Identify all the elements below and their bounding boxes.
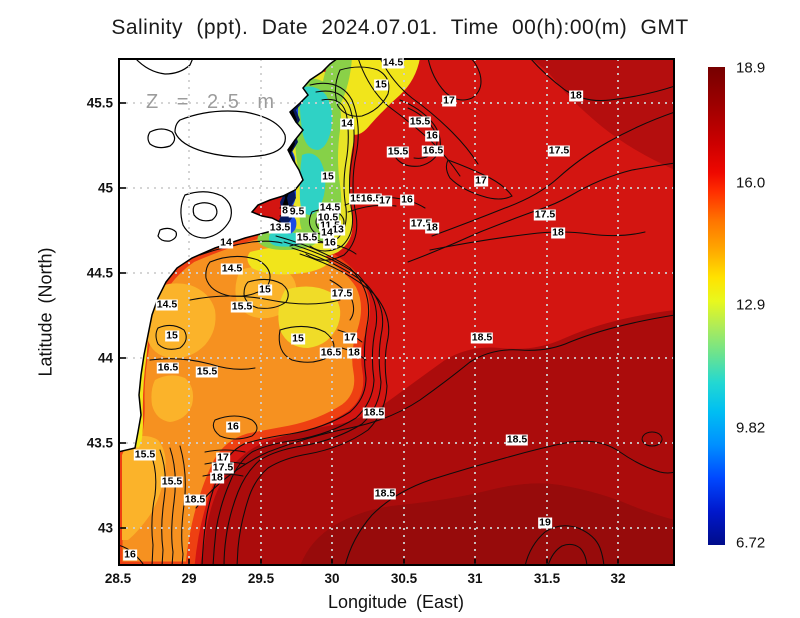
- contour-label: 14: [320, 226, 334, 239]
- land: [118, 58, 340, 453]
- contour-label: 18.5: [183, 493, 207, 506]
- contour-label: 11.5: [319, 219, 341, 232]
- contour-label: 18: [551, 226, 565, 239]
- colorbar: [708, 67, 725, 545]
- contour-label: 14.5: [318, 201, 342, 214]
- contour-label: 13: [331, 223, 345, 236]
- contour-label: 17.5: [211, 461, 235, 474]
- contour-label: 15.5: [295, 231, 319, 244]
- cyan-plume: [299, 153, 326, 215]
- colorbar-tick-label: 18.9: [736, 59, 766, 77]
- y-tick-label: 43.5: [86, 435, 113, 451]
- contour-label: 17.5: [547, 144, 571, 157]
- cyan-plume: [299, 86, 333, 150]
- x-tick-label: 28.5: [104, 571, 132, 586]
- contour-label: 18: [425, 221, 439, 234]
- contour-label: 19: [538, 516, 552, 529]
- contour-label: 15: [291, 332, 305, 345]
- contour-label: 14.5: [155, 298, 179, 311]
- contour-label: 17.5: [533, 208, 557, 221]
- contour-label: 17: [474, 174, 488, 187]
- contour-label: 18.5: [362, 406, 386, 419]
- contour-label: 15: [258, 283, 272, 296]
- contour-label: 16.5: [421, 144, 445, 157]
- contour-label: 16: [425, 129, 439, 142]
- contour-label: 16: [323, 236, 337, 249]
- y-tick-label: 44: [97, 350, 113, 366]
- colorbar-tick-label: 6.72: [736, 534, 766, 552]
- contour-lines: [118, 58, 675, 566]
- salinity-map: [118, 58, 675, 566]
- x-tick-label: 31: [467, 571, 483, 586]
- y-tick-label: 45.5: [86, 95, 113, 111]
- contour-label: 14.5: [381, 56, 405, 69]
- x-tick-label: 30: [324, 571, 340, 586]
- contour-label: 18: [210, 471, 224, 484]
- contour-label: 15.5: [408, 115, 432, 128]
- contour-label: 17: [343, 331, 357, 344]
- contour-label: 16: [123, 548, 137, 561]
- gridlines: [119, 59, 674, 565]
- contour-label: 18.5: [505, 433, 529, 446]
- depth-annotation: Z = 2.5 m: [146, 91, 277, 113]
- contour-label: 16: [400, 193, 414, 206]
- y-tick-label: 45: [97, 180, 113, 196]
- contour-label: 16.5: [156, 361, 180, 374]
- contour-label: 14: [219, 236, 233, 249]
- contour-label: 18: [569, 89, 583, 102]
- contour-label: 16.5: [359, 192, 383, 205]
- contour-label: 17.5: [409, 217, 433, 230]
- amber-patch: [122, 436, 166, 540]
- contour-label: 17: [378, 194, 392, 207]
- lagoon-outlines: [134, 58, 286, 242]
- contour-label: 15.5: [195, 365, 219, 378]
- contour-label: 16.5: [319, 346, 343, 359]
- contour-label: 16: [226, 420, 240, 433]
- contour-label: 18: [347, 346, 361, 359]
- contour-label: 15.5: [133, 448, 157, 461]
- contour-label: 15.5: [230, 300, 254, 313]
- contour-label: 15: [321, 170, 335, 183]
- contour-label: 15: [349, 192, 363, 205]
- contour-label: 18.5: [470, 331, 494, 344]
- colorbar-tick-label: 12.9: [736, 296, 766, 314]
- x-tick-label: 30.5: [390, 571, 418, 586]
- y-tick-label: 44.5: [86, 265, 113, 281]
- sea-dark-topright: [530, 58, 675, 170]
- contour-label: 9.5: [288, 205, 306, 218]
- contour-label: 15.5: [386, 145, 410, 158]
- x-axis-title: Longitude (East): [327, 592, 465, 612]
- contour-label: 15: [165, 329, 179, 342]
- x-tick-label: 29: [181, 571, 197, 586]
- contour-label: 10.5: [316, 211, 340, 224]
- contour-label: 17.5: [330, 287, 354, 300]
- colorbar-tick-label: 16.0: [736, 174, 766, 192]
- x-tick-label: 31.5: [533, 571, 561, 586]
- colorbar-tick-label: 9.82: [736, 419, 766, 437]
- y-axis-title: Latitude (North): [35, 247, 56, 377]
- sea-darkest-bottom: [300, 483, 675, 566]
- contour-label: 15.5: [160, 475, 184, 488]
- contour-label: 8: [281, 204, 289, 217]
- x-tick-label: 29.5: [247, 571, 275, 586]
- x-tick-label: 32: [610, 571, 626, 586]
- contour-label: 17: [216, 451, 230, 464]
- contour-label: 14.5: [220, 262, 244, 275]
- contour-label: 18.5: [373, 487, 397, 500]
- contour-label: 17: [442, 94, 456, 107]
- y-tick-label: 43: [97, 520, 113, 536]
- contour-label: 13.5: [268, 221, 292, 234]
- amber-patch: [151, 375, 194, 422]
- yellow-patch: [278, 286, 341, 348]
- contour-label: 14: [340, 117, 354, 130]
- chart-title: Salinity (ppt). Date 2024.07.01. Time 00…: [111, 16, 689, 39]
- contour-label: 15: [374, 78, 388, 91]
